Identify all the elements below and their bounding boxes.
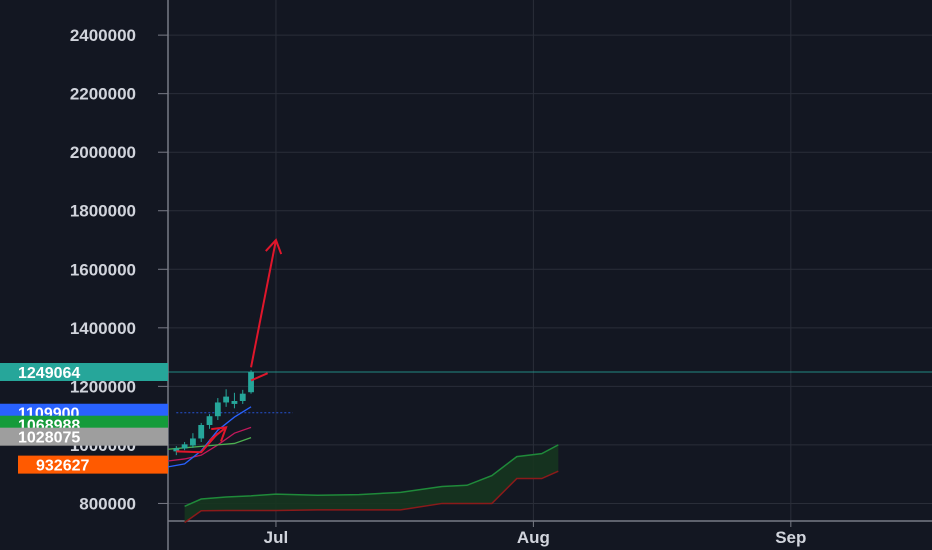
- annotation-line: [250, 372, 269, 382]
- x-tick-label: Jul: [264, 528, 289, 547]
- arrow-head: [265, 238, 283, 255]
- candle-body: [190, 438, 196, 446]
- candle-body: [206, 416, 213, 425]
- arrow-head: [211, 426, 228, 442]
- y-tick-label: 2000000: [70, 143, 136, 162]
- y-tick-label: 2400000: [70, 26, 136, 45]
- y-tick-label: 1800000: [70, 202, 136, 221]
- candle-body: [231, 400, 238, 404]
- price-tag: [18, 455, 168, 474]
- candle-body: [181, 444, 188, 449]
- price-tag: [0, 427, 168, 446]
- y-tick-label: 1200000: [70, 377, 136, 396]
- y-tick-label: 1600000: [70, 260, 136, 279]
- indicator-line: [167, 406, 252, 468]
- candle-body: [214, 402, 221, 417]
- candle-body: [173, 448, 180, 452]
- x-tick-label: Sep: [775, 528, 806, 547]
- x-tick-label: Aug: [517, 528, 550, 547]
- indicator-line: [167, 426, 252, 462]
- price-tag: [0, 362, 168, 381]
- cloud-upper-line: [184, 444, 559, 508]
- y-tick-label: 2200000: [70, 85, 136, 104]
- candle-body: [239, 393, 246, 401]
- candle-body: [198, 424, 205, 439]
- annotation-arrow: [250, 239, 277, 368]
- y-tick-label: 1400000: [70, 319, 136, 338]
- annotation-line: [176, 432, 219, 454]
- price-tag-label: 1249064: [18, 365, 80, 382]
- price-tag-label: 1028075: [18, 430, 80, 447]
- price-tag-label: 932627: [36, 458, 89, 475]
- candle-body: [248, 371, 254, 393]
- cloud-lower-line: [184, 470, 559, 524]
- candle-body: [223, 396, 230, 403]
- y-tick-label: 800000: [79, 494, 136, 513]
